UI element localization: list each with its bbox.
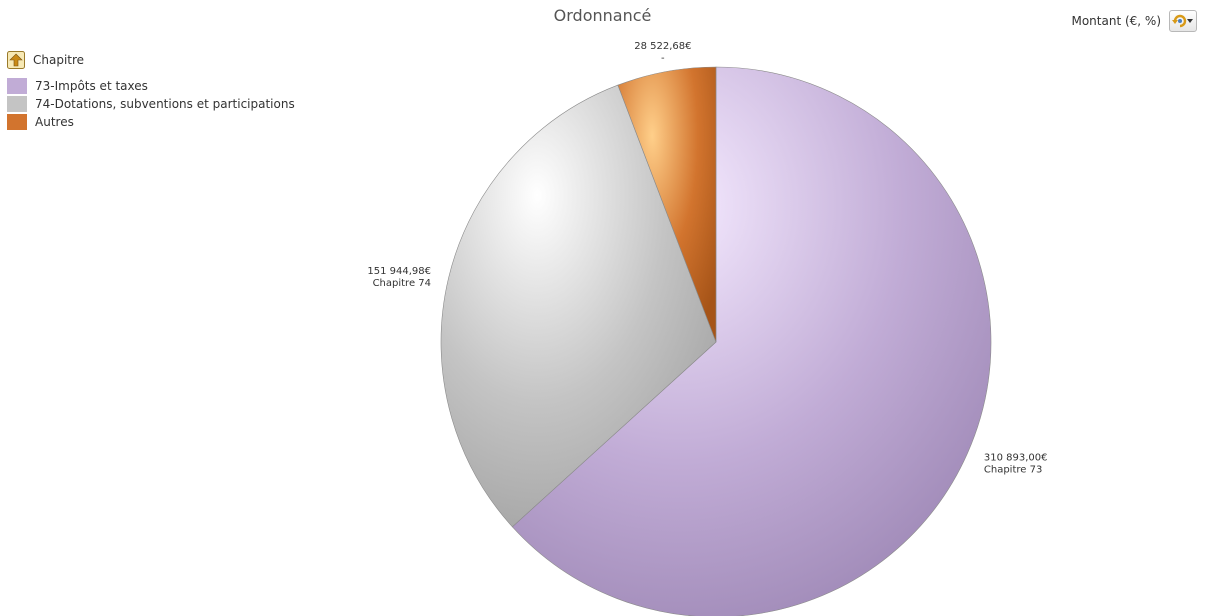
measure-label: Montant (€, %) bbox=[1071, 14, 1161, 28]
refresh-dropdown-icon bbox=[1172, 14, 1193, 28]
legend-title: Chapitre bbox=[33, 53, 85, 67]
measure-selector: Montant (€, %) bbox=[1071, 10, 1197, 32]
pie-slice[interactable] bbox=[617, 66, 717, 343]
slice-value-label: 310 893,00€ bbox=[984, 453, 1048, 464]
pie-slice[interactable] bbox=[440, 84, 717, 528]
slice-category-label: Chapitre 73 bbox=[984, 465, 1042, 476]
pie-slice[interactable] bbox=[511, 66, 992, 616]
slice-value-label: 28 522,68€ bbox=[634, 41, 691, 52]
legend: Chapitre 73-Impôts et taxes 74-Dotations… bbox=[7, 51, 295, 131]
legend-item-autres[interactable]: Autres bbox=[7, 113, 295, 131]
chart-title: Ordonnancé bbox=[553, 6, 652, 25]
legend-drill-up[interactable]: Chapitre bbox=[7, 51, 295, 69]
legend-label: 74-Dotations, subventions et participati… bbox=[35, 97, 295, 111]
legend-swatch bbox=[7, 96, 27, 112]
slice-value-label: 151 944,98€ bbox=[367, 266, 431, 277]
legend-item-74[interactable]: 74-Dotations, subventions et participati… bbox=[7, 95, 295, 113]
legend-swatch bbox=[7, 114, 27, 130]
legend-swatch bbox=[7, 78, 27, 94]
slice-category-label: Chapitre 74 bbox=[373, 278, 431, 289]
legend-label: 73-Impôts et taxes bbox=[35, 79, 148, 93]
legend-item-73[interactable]: 73-Impôts et taxes bbox=[7, 77, 295, 95]
legend-label: Autres bbox=[35, 115, 74, 129]
slice-category-label: - bbox=[661, 53, 665, 64]
measure-menu-button[interactable] bbox=[1169, 10, 1197, 32]
drill-up-icon[interactable] bbox=[7, 51, 25, 69]
